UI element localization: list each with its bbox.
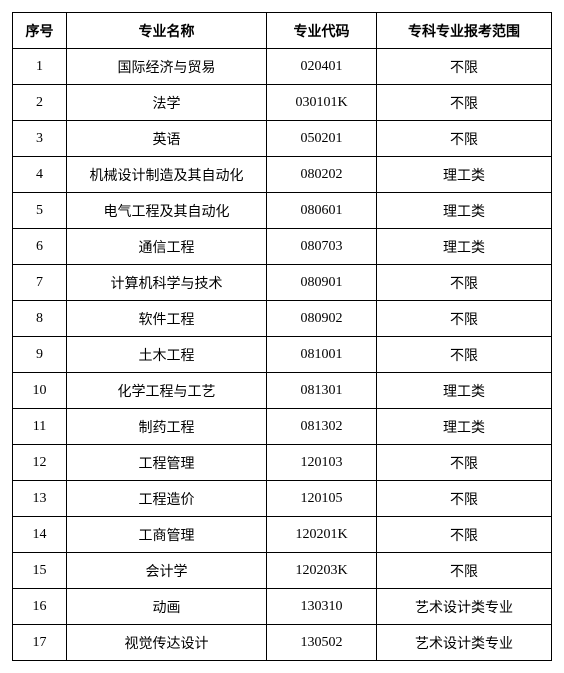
cell-index: 9	[13, 337, 67, 373]
cell-scope: 理工类	[377, 157, 552, 193]
cell-index: 1	[13, 49, 67, 85]
table-row: 16动画130310艺术设计类专业	[13, 589, 552, 625]
table-row: 10化学工程与工艺081301理工类	[13, 373, 552, 409]
cell-code: 081001	[267, 337, 377, 373]
table-row: 7计算机科学与技术080901不限	[13, 265, 552, 301]
cell-scope: 理工类	[377, 409, 552, 445]
cell-scope: 不限	[377, 553, 552, 589]
cell-index: 17	[13, 625, 67, 661]
cell-code: 120103	[267, 445, 377, 481]
cell-index: 16	[13, 589, 67, 625]
cell-scope: 理工类	[377, 373, 552, 409]
cell-code: 050201	[267, 121, 377, 157]
cell-index: 4	[13, 157, 67, 193]
table-row: 8软件工程080902不限	[13, 301, 552, 337]
table-row: 15会计学120203K不限	[13, 553, 552, 589]
cell-name: 工商管理	[67, 517, 267, 553]
header-code: 专业代码	[267, 13, 377, 49]
cell-name: 计算机科学与技术	[67, 265, 267, 301]
cell-name: 电气工程及其自动化	[67, 193, 267, 229]
table-header: 序号 专业名称 专业代码 专科专业报考范围	[13, 13, 552, 49]
cell-scope: 艺术设计类专业	[377, 625, 552, 661]
table-row: 6通信工程080703理工类	[13, 229, 552, 265]
cell-index: 3	[13, 121, 67, 157]
cell-index: 6	[13, 229, 67, 265]
cell-name: 工程造价	[67, 481, 267, 517]
cell-code: 130310	[267, 589, 377, 625]
table-body: 1国际经济与贸易020401不限2法学030101K不限3英语050201不限4…	[13, 49, 552, 661]
cell-scope: 不限	[377, 85, 552, 121]
cell-code: 020401	[267, 49, 377, 85]
table-row: 14工商管理120201K不限	[13, 517, 552, 553]
cell-name: 机械设计制造及其自动化	[67, 157, 267, 193]
cell-name: 土木工程	[67, 337, 267, 373]
cell-index: 8	[13, 301, 67, 337]
table-row: 9土木工程081001不限	[13, 337, 552, 373]
cell-code: 081302	[267, 409, 377, 445]
header-scope: 专科专业报考范围	[377, 13, 552, 49]
cell-name: 化学工程与工艺	[67, 373, 267, 409]
table-row: 1国际经济与贸易020401不限	[13, 49, 552, 85]
table-row: 2法学030101K不限	[13, 85, 552, 121]
table-row: 11制药工程081302理工类	[13, 409, 552, 445]
cell-code: 080703	[267, 229, 377, 265]
cell-code: 081301	[267, 373, 377, 409]
table-row: 3英语050201不限	[13, 121, 552, 157]
table-row: 5电气工程及其自动化080601理工类	[13, 193, 552, 229]
cell-scope: 艺术设计类专业	[377, 589, 552, 625]
header-name: 专业名称	[67, 13, 267, 49]
majors-table: 序号 专业名称 专业代码 专科专业报考范围 1国际经济与贸易020401不限2法…	[12, 12, 552, 661]
cell-index: 5	[13, 193, 67, 229]
cell-code: 080901	[267, 265, 377, 301]
cell-name: 视觉传达设计	[67, 625, 267, 661]
cell-code: 080601	[267, 193, 377, 229]
table-row: 13工程造价120105不限	[13, 481, 552, 517]
cell-name: 会计学	[67, 553, 267, 589]
cell-name: 软件工程	[67, 301, 267, 337]
cell-name: 英语	[67, 121, 267, 157]
cell-name: 国际经济与贸易	[67, 49, 267, 85]
table-row: 4机械设计制造及其自动化080202理工类	[13, 157, 552, 193]
cell-name: 通信工程	[67, 229, 267, 265]
cell-scope: 理工类	[377, 193, 552, 229]
cell-scope: 不限	[377, 301, 552, 337]
cell-scope: 不限	[377, 445, 552, 481]
cell-scope: 不限	[377, 517, 552, 553]
cell-name: 法学	[67, 85, 267, 121]
table-row: 17视觉传达设计130502艺术设计类专业	[13, 625, 552, 661]
cell-scope: 不限	[377, 265, 552, 301]
cell-index: 12	[13, 445, 67, 481]
cell-index: 7	[13, 265, 67, 301]
cell-index: 14	[13, 517, 67, 553]
cell-scope: 不限	[377, 481, 552, 517]
cell-code: 080202	[267, 157, 377, 193]
cell-scope: 不限	[377, 337, 552, 373]
cell-code: 030101K	[267, 85, 377, 121]
cell-index: 10	[13, 373, 67, 409]
cell-index: 13	[13, 481, 67, 517]
cell-index: 2	[13, 85, 67, 121]
cell-index: 15	[13, 553, 67, 589]
cell-name: 制药工程	[67, 409, 267, 445]
table-row: 12工程管理120103不限	[13, 445, 552, 481]
cell-scope: 不限	[377, 49, 552, 85]
cell-name: 动画	[67, 589, 267, 625]
cell-code: 120203K	[267, 553, 377, 589]
header-row: 序号 专业名称 专业代码 专科专业报考范围	[13, 13, 552, 49]
cell-code: 120201K	[267, 517, 377, 553]
header-index: 序号	[13, 13, 67, 49]
cell-scope: 不限	[377, 121, 552, 157]
cell-code: 120105	[267, 481, 377, 517]
cell-code: 080902	[267, 301, 377, 337]
cell-scope: 理工类	[377, 229, 552, 265]
cell-index: 11	[13, 409, 67, 445]
cell-code: 130502	[267, 625, 377, 661]
cell-name: 工程管理	[67, 445, 267, 481]
